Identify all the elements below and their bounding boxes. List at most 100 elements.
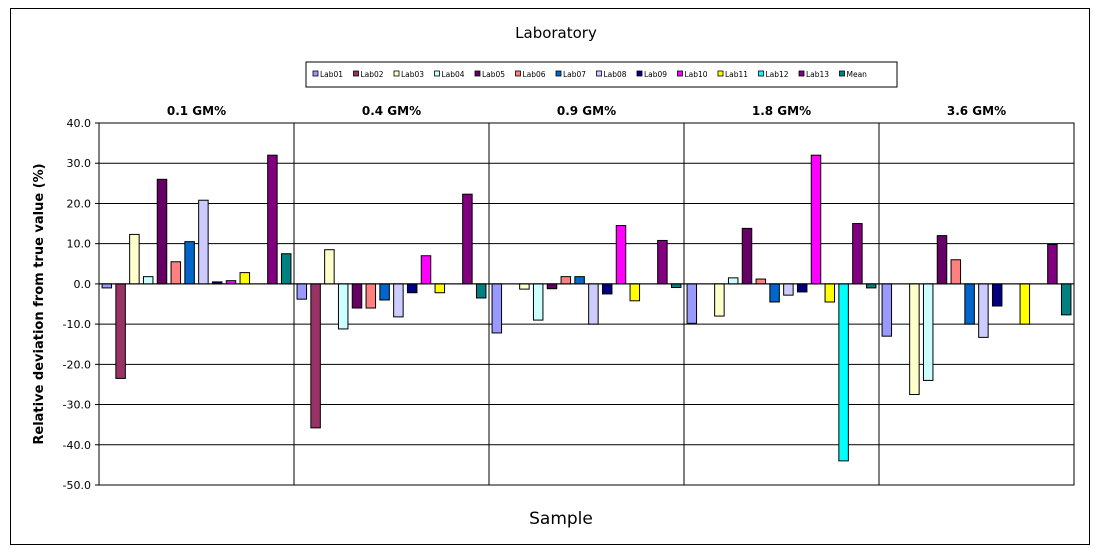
bar-lab01 (881, 283, 893, 337)
legend-label: Lab10 (685, 70, 708, 79)
y-tick-label: -40.0 (63, 439, 91, 452)
bar-lab07 (574, 276, 585, 285)
bar-lab05 (741, 227, 753, 285)
legend-swatch (474, 70, 481, 77)
legend-label: Lab04 (442, 70, 465, 79)
bar-lab05 (936, 235, 948, 285)
legend-label: Lab08 (604, 70, 627, 79)
legend-swatch (596, 70, 602, 77)
legend-swatch (839, 70, 845, 77)
bar-lab09 (796, 283, 808, 293)
bar-lab13 (1047, 243, 1058, 285)
legend-swatch (717, 70, 724, 77)
y-tick-label: -30.0 (63, 399, 91, 412)
legend-swatch (515, 70, 521, 77)
bar-lab04 (532, 283, 544, 321)
legend: Lab01 Lab02 Lab03 Lab04 Lab05 Lab06 Lab07 Lab08… (312, 70, 868, 79)
legend-label: Lab03 (401, 70, 424, 79)
legend-label: Lab05 (482, 70, 505, 79)
bar-mean (670, 283, 682, 289)
bar-lab12 (838, 283, 849, 462)
legend-swatch (312, 70, 319, 77)
bar-lab04 (727, 277, 739, 285)
legend-swatch (758, 70, 764, 77)
bar-lab08 (588, 283, 599, 325)
legend-swatch (353, 70, 359, 77)
y-tick-label: 0.0 (74, 278, 92, 291)
category-label: 3.6 GM% (947, 104, 1006, 118)
chart: Laboratory Lab01 Lab02 Lab03 Lab04 Lab05 Lab0… (32, 24, 1075, 529)
bar-lab11 (824, 283, 836, 303)
y-axis-label: Relative deviation from true value (%) (32, 163, 47, 444)
category-label: 0.1 GM% (167, 104, 226, 118)
bar-lab05 (156, 178, 168, 285)
bars (101, 154, 1072, 462)
chart-frame: Laboratory Lab01 Lab02 Lab03 Lab04 Lab05 Lab0… (10, 8, 1090, 545)
bar-lab11 (239, 272, 251, 285)
bar-lab09 (406, 283, 418, 294)
bar-lab13 (267, 154, 278, 285)
bar-lab06 (755, 278, 767, 285)
y-tick-label: 40.0 (67, 117, 92, 130)
legend-swatch (636, 70, 643, 77)
legend-label: Mean (847, 70, 868, 79)
category-labels: 0.1 GM% 0.4 GM% 0.9 GM% 1.8 GM% 3.6 GM% (167, 104, 1006, 118)
legend-label: Lab07 (563, 70, 586, 79)
bar-lab05 (546, 283, 558, 290)
bar-mean (1060, 283, 1072, 316)
y-tick-label: 20.0 (67, 197, 92, 210)
bar-lab09 (991, 283, 1003, 307)
y-tick-label: -50.0 (63, 479, 91, 492)
bar-lab06 (560, 276, 572, 285)
bar-lab07 (184, 241, 195, 285)
bar-lab05 (351, 283, 363, 309)
bar-lab08 (198, 199, 209, 285)
bar-lab13 (462, 193, 473, 285)
bar-lab13 (852, 223, 863, 285)
legend-label: Lab02 (361, 70, 384, 79)
bar-lab03 (909, 283, 920, 395)
bar-lab02 (115, 283, 126, 379)
bar-lab10 (615, 225, 627, 285)
legend-label: Lab11 (725, 70, 748, 79)
bar-lab01 (686, 283, 698, 324)
legend-swatch (434, 70, 440, 77)
category-label: 0.4 GM% (362, 104, 421, 118)
bar-lab03 (324, 249, 335, 285)
chart-title: Laboratory (515, 24, 597, 42)
bar-mean (865, 283, 877, 289)
legend-swatch (677, 70, 683, 77)
bar-lab09 (601, 283, 613, 295)
bar-lab07 (964, 283, 975, 325)
legend-swatch (798, 70, 805, 77)
bar-lab03 (519, 283, 530, 290)
bar-lab11 (629, 283, 641, 302)
y-tick-label: 10.0 (67, 238, 92, 251)
category-separators (293, 123, 880, 485)
bar-lab04 (337, 283, 349, 330)
y-tick-label: 30.0 (67, 157, 92, 170)
legend-label: Lab12 (766, 70, 789, 79)
bar-lab08 (393, 283, 404, 318)
category-label: 1.8 GM% (752, 104, 811, 118)
bar-lab13 (657, 239, 668, 285)
y-tick-label: -10.0 (63, 318, 91, 331)
bar-lab06 (365, 283, 377, 309)
bar-lab03 (714, 283, 725, 317)
legend-swatch (393, 70, 400, 77)
bar-lab04 (922, 283, 934, 381)
bar-lab01 (491, 283, 503, 334)
x-axis-label: Sample (529, 509, 593, 529)
bar-lab10 (420, 255, 432, 285)
legend-label: Lab01 (320, 70, 343, 79)
bar-lab10 (810, 154, 822, 285)
bar-lab11 (434, 283, 446, 294)
legend-label: Lab06 (523, 70, 546, 79)
bar-mean (280, 253, 292, 285)
bar-lab08 (783, 283, 794, 296)
bar-lab08 (978, 283, 989, 338)
bar-lab04 (142, 276, 154, 285)
legend-swatch (555, 70, 562, 77)
bar-lab02 (310, 283, 321, 429)
y-axis-ticks: 40.0 30.0 20.0 10.0 0.0 -10.0 -20.0 -30.0 -40.0 -… (63, 117, 99, 492)
